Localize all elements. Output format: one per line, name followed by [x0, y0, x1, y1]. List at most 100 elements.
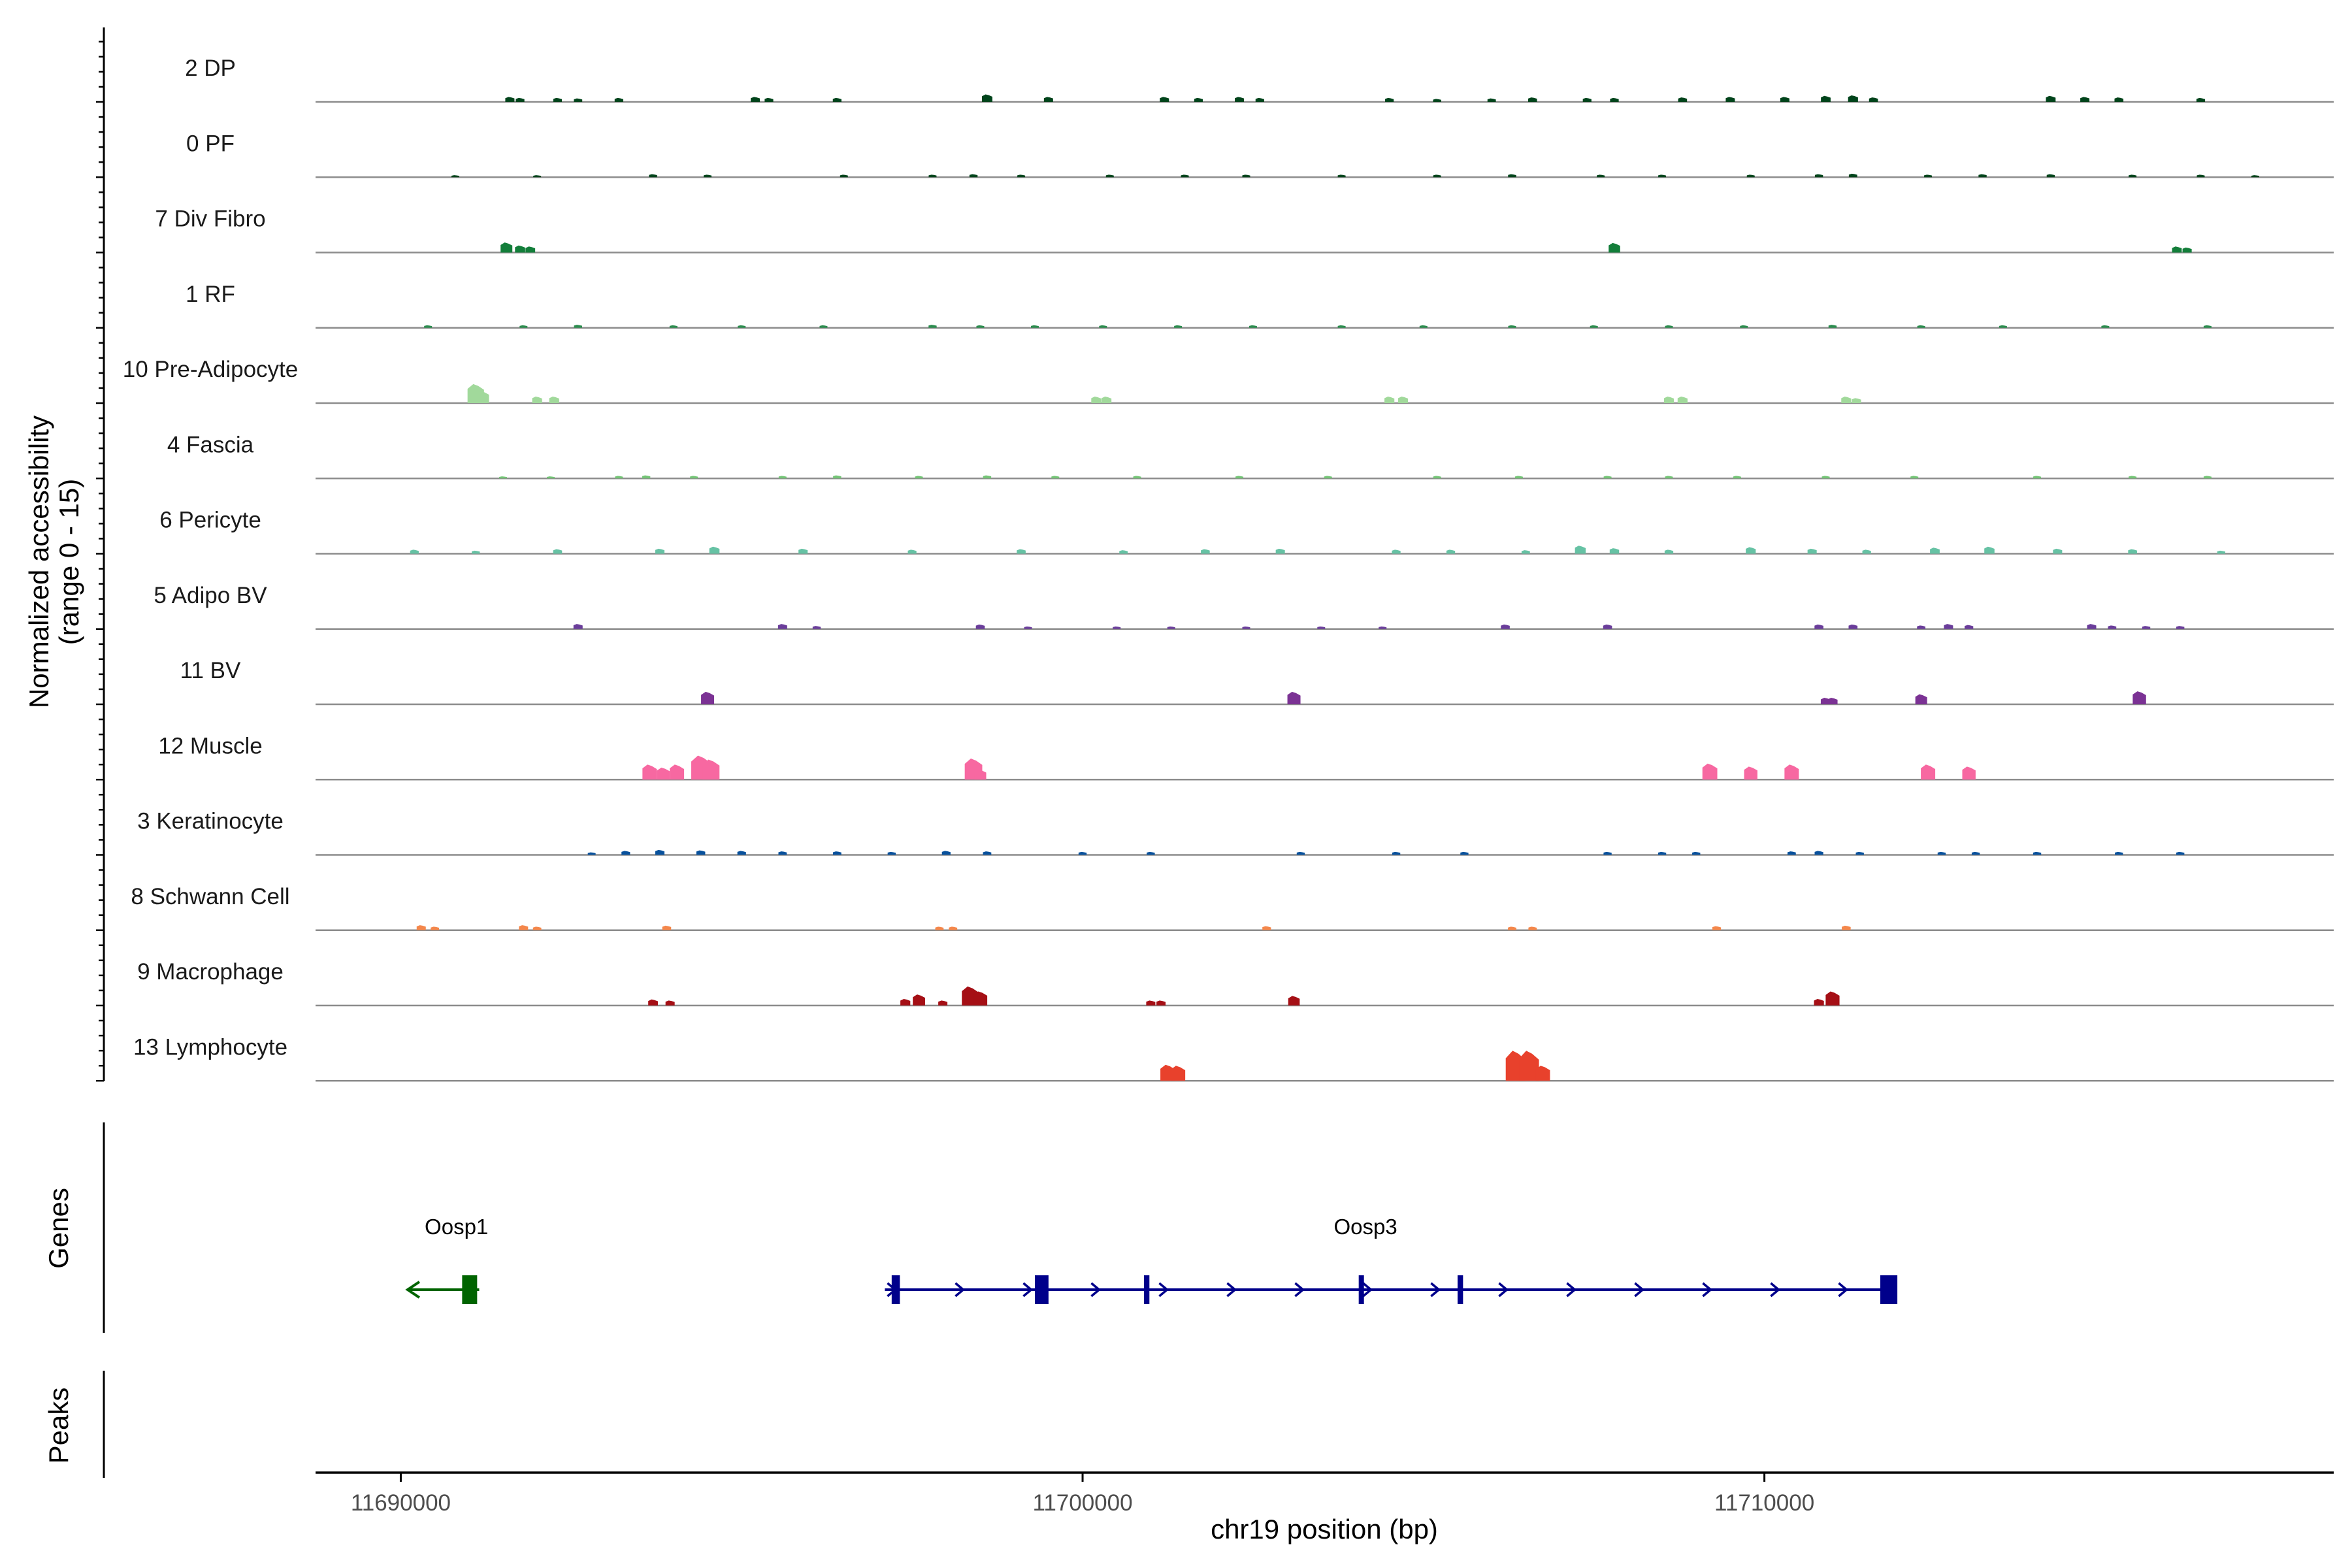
coverage-peak	[1842, 925, 1851, 930]
coverage-peak	[949, 926, 958, 930]
coverage-peak	[1915, 694, 1927, 704]
coverage-peak	[1841, 397, 1852, 403]
coverage-peak	[2182, 247, 2192, 253]
coverage-peak	[547, 476, 555, 479]
coverage-peak	[1807, 548, 1817, 554]
coverage-peak	[515, 97, 525, 102]
peaks-panel: Peaks	[43, 1371, 105, 1478]
coverage-peak	[1419, 325, 1428, 328]
coverage-peak	[2033, 851, 2042, 855]
coverage-peak	[2101, 325, 2110, 328]
coverage-peak	[1508, 926, 1516, 930]
coverage-peak	[1597, 174, 1605, 178]
coverage-peak	[574, 325, 582, 328]
x-tick-label: 11690000	[351, 1490, 451, 1516]
coverage-peak	[2129, 476, 2137, 479]
coverage-peak	[974, 769, 987, 780]
coverage-peak	[798, 548, 808, 554]
strand-arrow	[1430, 1282, 1441, 1298]
coverage-peak	[690, 476, 698, 479]
coverage-peak	[1508, 174, 1516, 178]
coverage-peak	[1746, 547, 1756, 554]
gene-exon	[1034, 1275, 1049, 1304]
coverage-peak	[928, 174, 937, 178]
coverage-peak	[1603, 624, 1612, 629]
coverage-peak	[1702, 763, 1718, 780]
coverage-peak	[1160, 97, 1169, 102]
coverage-peak	[553, 549, 563, 554]
coverage-peak	[1582, 97, 1592, 102]
track-7-div-fibro: 7 Div Fibro	[155, 206, 2334, 253]
y-axis-title-line: Normalized accessibility	[24, 416, 54, 708]
coverage-peak	[2046, 95, 2056, 102]
track-9-macrophage: 9 Macrophage	[137, 959, 2334, 1007]
coverage-peak	[515, 245, 525, 253]
track-0-pf: 0 PF	[186, 131, 2334, 178]
coverage-peak	[662, 925, 672, 930]
track-5-adipo-bv: 5 Adipo BV	[154, 583, 2334, 630]
x-tick-label: 11700000	[1032, 1490, 1132, 1516]
coverage-peak	[1784, 764, 1799, 780]
coverage-peak	[1855, 851, 1864, 855]
coverage-peak	[1501, 624, 1510, 629]
coverage-peak	[1665, 476, 1673, 479]
coverage-peak	[1746, 174, 1755, 178]
track-label: 3 Keratinocyte	[137, 809, 284, 834]
coverage-peak	[702, 759, 720, 780]
coverage-peak	[973, 991, 988, 1005]
coverage-peak	[1733, 476, 1741, 479]
track-1-rf: 1 RF	[186, 282, 2334, 329]
coverage-peak	[1043, 97, 1053, 102]
coverage-peak	[2203, 476, 2212, 479]
coverage-peak	[1235, 97, 1245, 102]
gene-exon	[1358, 1275, 1364, 1304]
track-13-lymphocyte: 13 Lymphocyte	[133, 1034, 2334, 1082]
coverage-peak	[573, 624, 583, 629]
coverage-peak	[2128, 549, 2137, 554]
coverage-peak	[764, 97, 774, 102]
coverage-peak	[1384, 397, 1395, 403]
coverage-peak	[476, 391, 489, 403]
coverage-peak	[1658, 851, 1667, 855]
coverage-peak	[1433, 174, 1441, 178]
coverage-peak	[975, 624, 985, 629]
coverage-peak	[1744, 766, 1757, 780]
coverage-peak	[648, 999, 658, 1005]
coverage-peak	[1921, 764, 1936, 780]
coverage-peak	[1201, 549, 1210, 554]
coverage-peak	[1296, 851, 1305, 855]
coverage-peak	[751, 97, 760, 102]
coverage-peak	[1235, 476, 1244, 479]
gene-exon	[1457, 1275, 1463, 1304]
gene-name-label: Oosp1	[425, 1215, 488, 1239]
coverage-peak	[472, 550, 480, 554]
coverage-peak	[1255, 97, 1264, 102]
coverage-peak	[1379, 626, 1387, 629]
coverage-peak	[696, 850, 706, 855]
coverage-peak	[505, 97, 515, 102]
coverage-peak	[1288, 996, 1300, 1005]
coverage-peak	[669, 325, 678, 328]
coverage-peak	[642, 764, 657, 780]
coverage-peak	[1828, 325, 1837, 328]
track-12-muscle: 12 Muscle	[158, 733, 2334, 781]
peaks-panel-title: Peaks	[43, 1388, 74, 1464]
track-label: 8 Schwann Cell	[131, 884, 289, 909]
coverage-peak	[1814, 999, 1824, 1005]
coverage-peak	[615, 476, 623, 479]
coverage-peak	[1848, 624, 1858, 629]
coverage-peak	[1091, 397, 1102, 403]
coverage-peak	[900, 999, 911, 1005]
coverage-peak	[1603, 476, 1612, 479]
coverage-peak	[553, 97, 563, 102]
track-2-dp: 2 DP	[185, 56, 2334, 103]
coverage-peak	[1133, 476, 1141, 479]
coverage-peak	[1433, 99, 1441, 102]
coverage-peak	[670, 764, 685, 780]
track-11-bv: 11 BV	[180, 658, 2334, 706]
coverage-peak	[519, 325, 528, 328]
coverage-peak	[1174, 325, 1183, 328]
coverage-peak	[2176, 851, 2185, 855]
coverage-peak	[913, 994, 925, 1005]
